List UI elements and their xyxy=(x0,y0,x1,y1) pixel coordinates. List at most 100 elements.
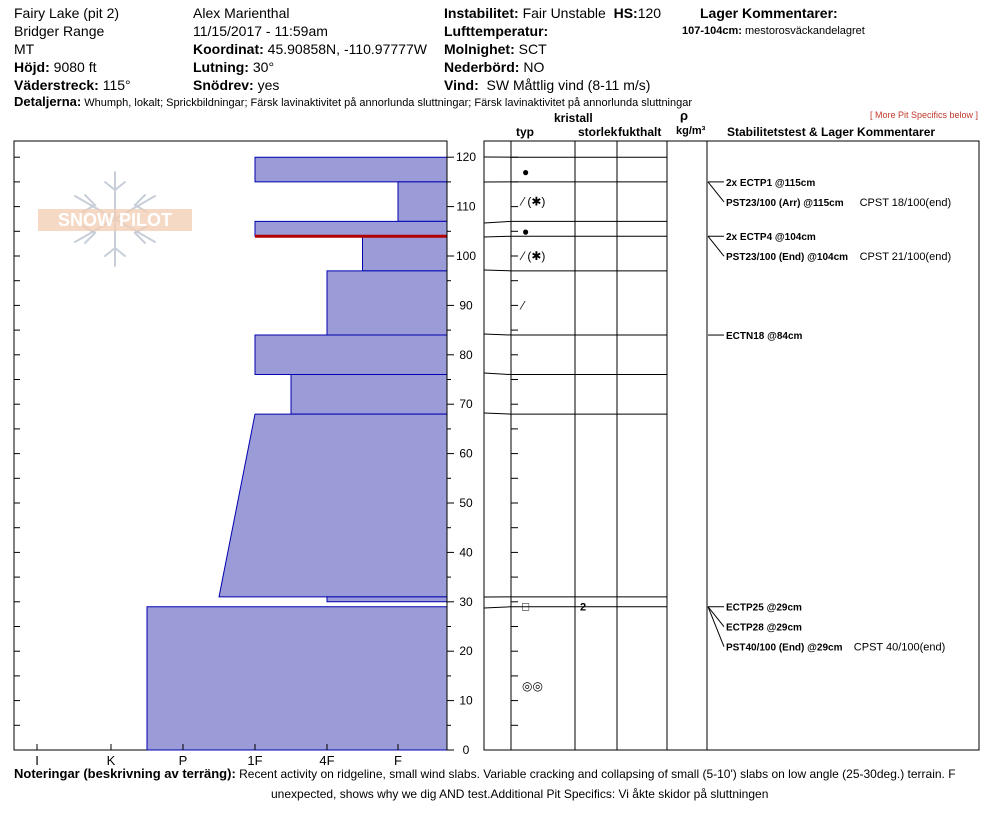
details-row: Detaljerna: Whumph, lokalt; Sprickbildni… xyxy=(14,94,692,109)
hs-label: HS: xyxy=(613,5,638,21)
grain-symbol: ● xyxy=(522,165,529,179)
layer-connector xyxy=(483,333,512,336)
grain-symbol: ⁄ (✱) xyxy=(519,249,545,263)
layer-comments-header: Lager Kommentarer: xyxy=(700,4,838,22)
layer-comment-range: 107-104cm: xyxy=(682,25,742,37)
airtemp-row: Lufttemperatur: xyxy=(444,22,548,40)
sky-row: Molnighet: SCT xyxy=(444,40,547,58)
stability-test-label: 2x ECTP4 @104cm xyxy=(726,232,816,243)
more-pit-specifics-link[interactable]: [ More Pit Specifics below ] xyxy=(870,110,979,120)
slope-row: Lutning: 30° xyxy=(193,58,274,76)
hardness-bar xyxy=(326,596,448,603)
coordinate-label: Koordinat: xyxy=(193,41,264,57)
precip-label: Nederbörd: xyxy=(444,59,520,75)
depth-tick-label: 90 xyxy=(459,298,473,312)
layer-table-frame xyxy=(483,140,980,751)
notes-label: Noteringar (beskrivning av terräng): xyxy=(14,766,236,781)
logo-text: SNOW PILOT xyxy=(58,210,172,230)
slope-value: 30° xyxy=(252,59,275,75)
stability-test-label: ECTP28 @29cm xyxy=(726,623,802,634)
instability-label: Instabilitet: xyxy=(444,5,519,21)
hardness-bar xyxy=(218,413,448,598)
hardness-bar xyxy=(290,374,448,415)
depth-tick-label: 30 xyxy=(459,595,473,609)
depth-tick-label: 50 xyxy=(459,496,473,510)
stability-test-label: PST23/100 (Arr) @115cm xyxy=(726,198,844,209)
left-axis-ticks xyxy=(14,156,20,751)
hardness-label: I xyxy=(35,753,39,765)
test-pointer xyxy=(707,181,725,203)
sky-label: Molnighet: xyxy=(444,41,515,57)
instability-row: Instabilitet: Fair Unstable HS:120 xyxy=(444,4,661,22)
hardness-label: 4F xyxy=(319,753,334,765)
elevation-value: 9080 ft xyxy=(53,59,97,75)
hs-value: 120 xyxy=(637,5,662,21)
hardness-bar xyxy=(326,270,448,336)
hardness-bar xyxy=(254,220,448,237)
test-pointer xyxy=(707,606,725,628)
observer: Alex Marienthal xyxy=(193,5,290,21)
layer-comment-text: mestorosväckandelagret xyxy=(745,25,865,37)
notes-row: Noteringar (beskrivning av terräng): Rec… xyxy=(14,766,994,781)
depth-tick-label: 40 xyxy=(459,545,473,559)
depth-axis: 0 10 20 30 40 50 60 70 80 90 100 110 120 xyxy=(446,141,476,757)
hardness-bar xyxy=(397,181,448,222)
wind-row: Vind: SW Måttlig vind (8-11 m/s) xyxy=(444,76,650,94)
depth-tick-label: 100 xyxy=(456,249,476,263)
hardness-label: 1F xyxy=(247,753,262,765)
grain-symbol: ⁄ (✱) xyxy=(519,195,545,209)
date-time: 11/15/2017 - 11:59am xyxy=(193,23,328,39)
stability-test-label: PST23/100 (End) @104cm xyxy=(726,252,848,263)
stability-tests: 2x ECTP1 @115cm PST23/100 (Arr) @115cm CPS… xyxy=(707,178,952,654)
stability-test-extra: CPST 40/100(end) xyxy=(854,642,946,654)
details-label: Detaljerna: xyxy=(14,94,82,109)
grain-symbol: ◎◎ xyxy=(522,679,543,693)
grain-size: 2 xyxy=(580,602,586,614)
grain-symbol: ● xyxy=(522,224,529,238)
coordinate-row: Koordinat: 45.90858N, -110.97777W xyxy=(193,40,427,58)
hardness-bars xyxy=(146,156,448,751)
hardness-bar xyxy=(146,606,448,751)
test-pointer xyxy=(707,606,725,647)
depth-tick-label: 10 xyxy=(459,694,473,708)
depth-tick-label: 110 xyxy=(456,200,475,214)
col-rho-header: ρ xyxy=(680,108,688,123)
stability-test-label: 2x ECTP1 @115cm xyxy=(726,178,815,189)
layer-connector xyxy=(483,372,512,376)
hardness-bar xyxy=(254,156,448,183)
layer-table-column-lines xyxy=(510,141,708,750)
aspect-label: Väderstreck: xyxy=(14,77,99,93)
precip-value: NO xyxy=(523,59,545,75)
drift-value: yes xyxy=(257,77,280,93)
col-moisture-header: fukthalt xyxy=(618,125,661,139)
col-density-header: kg/m³ xyxy=(676,125,706,137)
col-stability-header: Stabilitetstest & Lager Kommentarer xyxy=(727,125,935,139)
wind-value: SW Måttlig vind (8-11 m/s) xyxy=(486,77,651,93)
snowpilot-logo: SNOW PILOT xyxy=(38,171,192,267)
airtemp-label: Lufttemperatur: xyxy=(444,23,549,39)
depth-tick-label: 70 xyxy=(459,397,473,411)
precip-row: Nederbörd: NO xyxy=(444,58,544,76)
hardness-bar xyxy=(254,334,448,376)
test-pointer xyxy=(707,235,725,257)
layer-connector xyxy=(483,606,512,609)
col-type-header: typ xyxy=(516,125,534,139)
instability-value: Fair Unstable xyxy=(522,5,606,21)
depth-tick-label: 60 xyxy=(459,447,473,461)
site-name: Fairy Lake (pit 2) xyxy=(14,5,120,21)
wind-label: Vind: xyxy=(444,77,479,93)
notes-line-1: Recent activity on ridgeline, small wind… xyxy=(239,767,956,781)
depth-tick-label: 20 xyxy=(459,644,473,658)
hardness-label: F xyxy=(394,753,402,765)
depth-tick-label: 0 xyxy=(463,743,470,757)
notes-line-2: unexpected, shows why we dig AND test.Ad… xyxy=(271,787,769,801)
drift-label: Snödrev: xyxy=(193,77,254,93)
stability-test-label: PST40/100 (End) @29cm xyxy=(726,643,843,654)
sky-value: SCT xyxy=(518,41,547,57)
grain-symbols: ● ⁄ (✱) ● ⁄ (✱) ⁄ □ ◎◎ 2 xyxy=(519,165,586,693)
mountain-range: Bridger Range xyxy=(14,23,105,39)
details-text: Whumph, lokalt; Sprickbildningar; Färsk … xyxy=(84,97,693,109)
stability-test-extra: CPST 18/100(end) xyxy=(860,197,952,209)
depth-tick-label: 80 xyxy=(459,348,473,362)
hardness-label: P xyxy=(179,753,188,765)
